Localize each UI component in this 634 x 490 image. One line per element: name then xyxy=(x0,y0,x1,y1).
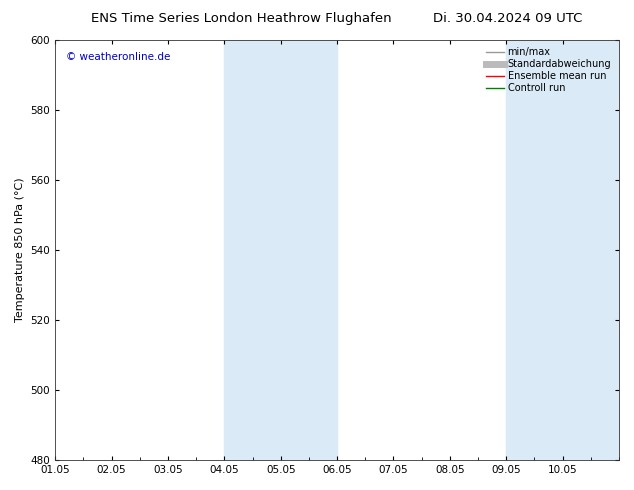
Text: © weatheronline.de: © weatheronline.de xyxy=(67,52,171,62)
Legend: min/max, Standardabweichung, Ensemble mean run, Controll run: min/max, Standardabweichung, Ensemble me… xyxy=(483,45,614,96)
Text: ENS Time Series London Heathrow Flughafen: ENS Time Series London Heathrow Flughafe… xyxy=(91,12,391,25)
Bar xyxy=(224,40,337,460)
Y-axis label: Temperature 850 hPa (°C): Temperature 850 hPa (°C) xyxy=(15,177,25,322)
Text: Di. 30.04.2024 09 UTC: Di. 30.04.2024 09 UTC xyxy=(432,12,582,25)
Bar xyxy=(506,40,619,460)
